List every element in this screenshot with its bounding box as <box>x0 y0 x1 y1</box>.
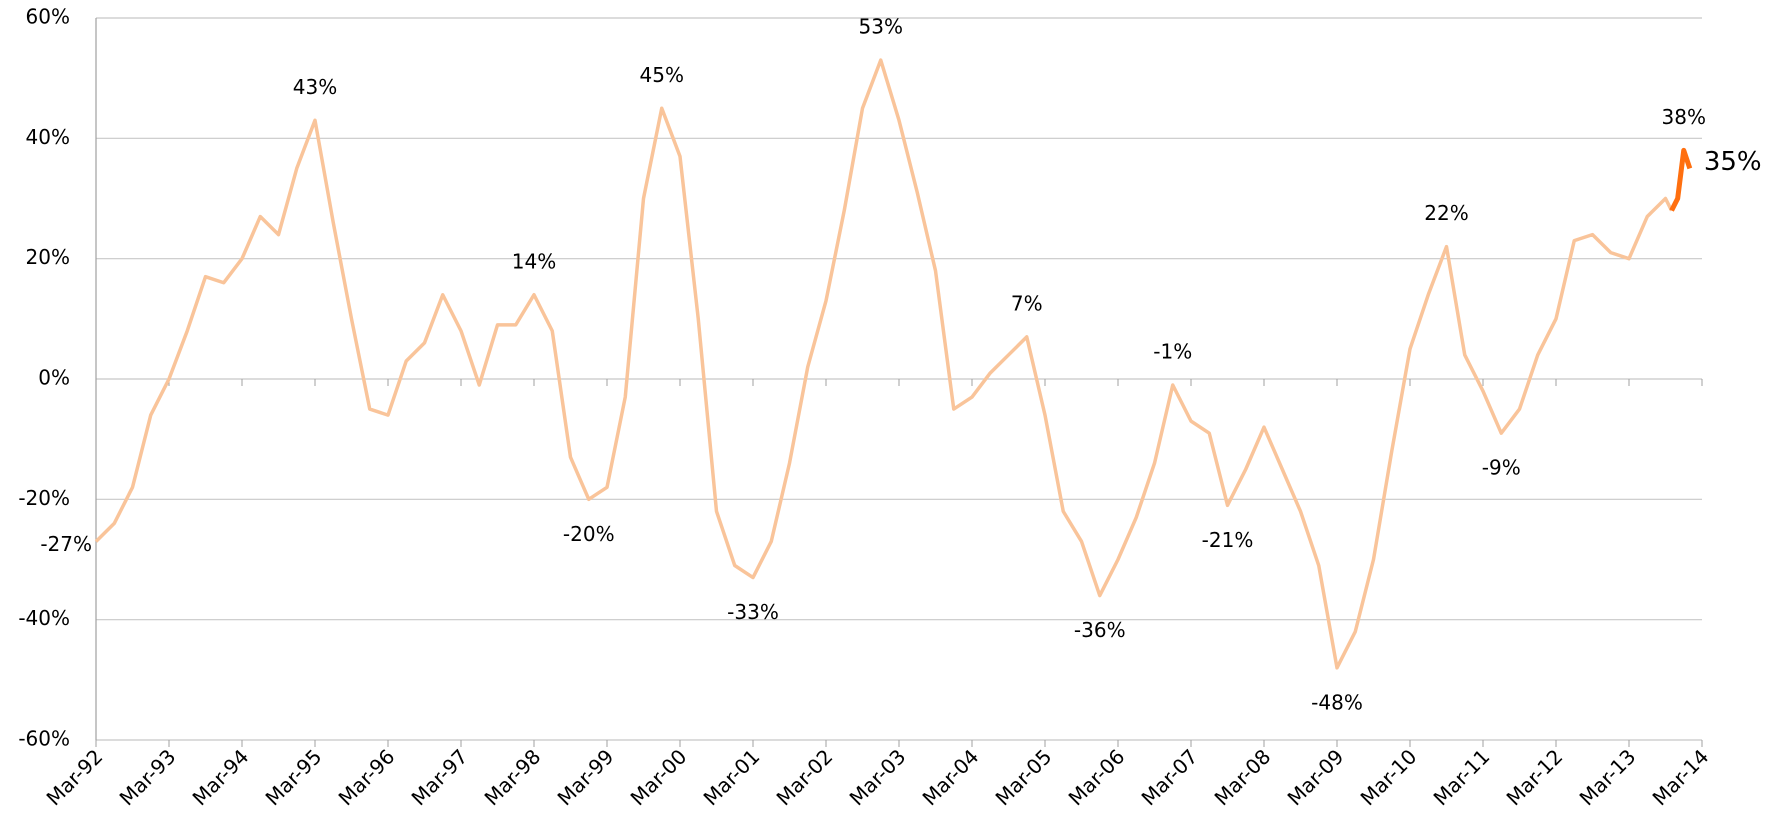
data-label: 53% <box>859 15 903 39</box>
x-tick-label: Mar-13 <box>1575 744 1641 810</box>
data-label: -21% <box>1202 528 1254 552</box>
x-tick-label: Mar-09 <box>1283 744 1349 810</box>
data-label: 7% <box>1011 291 1043 315</box>
x-tick-label: Mar-95 <box>261 744 327 810</box>
data-label: 45% <box>640 63 684 87</box>
y-tick-label: 20% <box>26 245 70 269</box>
x-tick-label: Mar-00 <box>626 744 692 810</box>
x-tick-label: Mar-92 <box>42 744 108 810</box>
data-label: -48% <box>1311 690 1363 714</box>
y-tick-label: -40% <box>18 606 70 630</box>
x-tick-label: Mar-12 <box>1502 744 1568 810</box>
data-label: -20% <box>563 522 615 546</box>
x-tick-label: Mar-05 <box>991 744 1057 810</box>
x-tick-label: Mar-10 <box>1356 744 1422 810</box>
x-tick-label: Mar-01 <box>699 744 765 810</box>
y-tick-label: -20% <box>18 486 70 510</box>
data-line <box>1669 147 1693 212</box>
x-tick-label: Mar-11 <box>1429 744 1495 810</box>
data-label: -33% <box>727 600 779 624</box>
y-tick-label: -60% <box>18 727 70 751</box>
x-tick-label: Mar-93 <box>115 744 181 810</box>
data-label: 14% <box>512 249 556 273</box>
y-tick-label: 0% <box>38 366 70 390</box>
x-tick-label: Mar-07 <box>1137 744 1203 810</box>
x-tick-label: Mar-08 <box>1210 744 1276 810</box>
x-tick-label: Mar-97 <box>407 744 473 810</box>
data-label: 38% <box>1662 105 1706 129</box>
data-label: -36% <box>1074 618 1126 642</box>
x-tick-label: Mar-06 <box>1064 744 1130 810</box>
x-tick-label: Mar-04 <box>918 744 984 810</box>
data-label: 22% <box>1424 201 1468 225</box>
data-label: 35% <box>1704 147 1762 177</box>
x-tick-label: Mar-96 <box>334 744 400 810</box>
data-line <box>94 58 1674 670</box>
x-tick-label: Mar-03 <box>845 744 911 810</box>
y-tick-label: 60% <box>26 5 70 29</box>
x-tick-label: Mar-94 <box>188 744 254 810</box>
y-tick-label: 40% <box>26 125 70 149</box>
data-label: -1% <box>1153 340 1192 364</box>
x-tick-label: Mar-99 <box>553 744 619 810</box>
x-tick-label: Mar-02 <box>772 744 838 810</box>
data-label: 43% <box>293 75 337 99</box>
data-label: -27% <box>40 532 92 556</box>
x-tick-label: Mar-14 <box>1648 744 1714 810</box>
x-tick-label: Mar-98 <box>480 744 546 810</box>
data-label: -9% <box>1482 456 1521 480</box>
